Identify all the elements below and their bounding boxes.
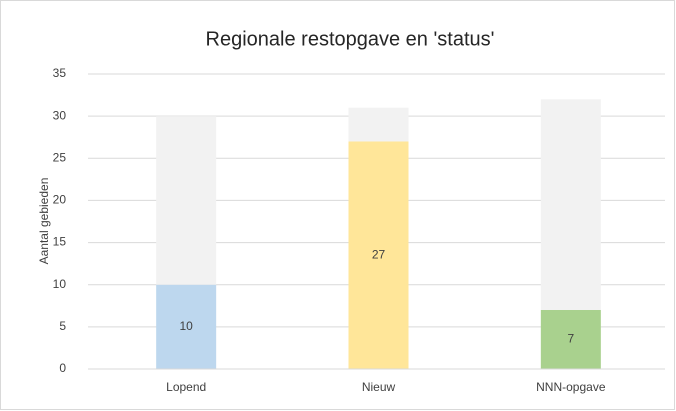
x-tick-label: NNN-opgave (536, 380, 606, 394)
y-tick-label: 20 (53, 193, 67, 207)
y-tick-label: 5 (59, 319, 66, 333)
y-tick-label: 15 (53, 235, 67, 249)
y-tick-label: 30 (53, 108, 67, 122)
bar-segment (348, 141, 409, 369)
data-label: 27 (372, 247, 386, 261)
data-label: 7 (567, 332, 574, 346)
bar-segment (540, 99, 601, 311)
bar-segment (156, 116, 217, 285)
chart-title: Regionale restopgave en 'status' (206, 28, 495, 50)
y-tick-label: 25 (53, 150, 67, 164)
y-tick-label: 0 (59, 361, 66, 375)
bar-segment (540, 310, 601, 369)
y-tick-label: 35 (53, 66, 67, 80)
x-tick-label: Nieuw (362, 380, 396, 394)
bar-segment (348, 107, 409, 142)
y-tick-label: 10 (53, 277, 67, 291)
y-axis-label: Aantal gebieden (37, 178, 51, 265)
data-label: 10 (179, 319, 193, 333)
bar-segment (156, 284, 217, 369)
x-tick-label: Lopend (166, 380, 206, 394)
